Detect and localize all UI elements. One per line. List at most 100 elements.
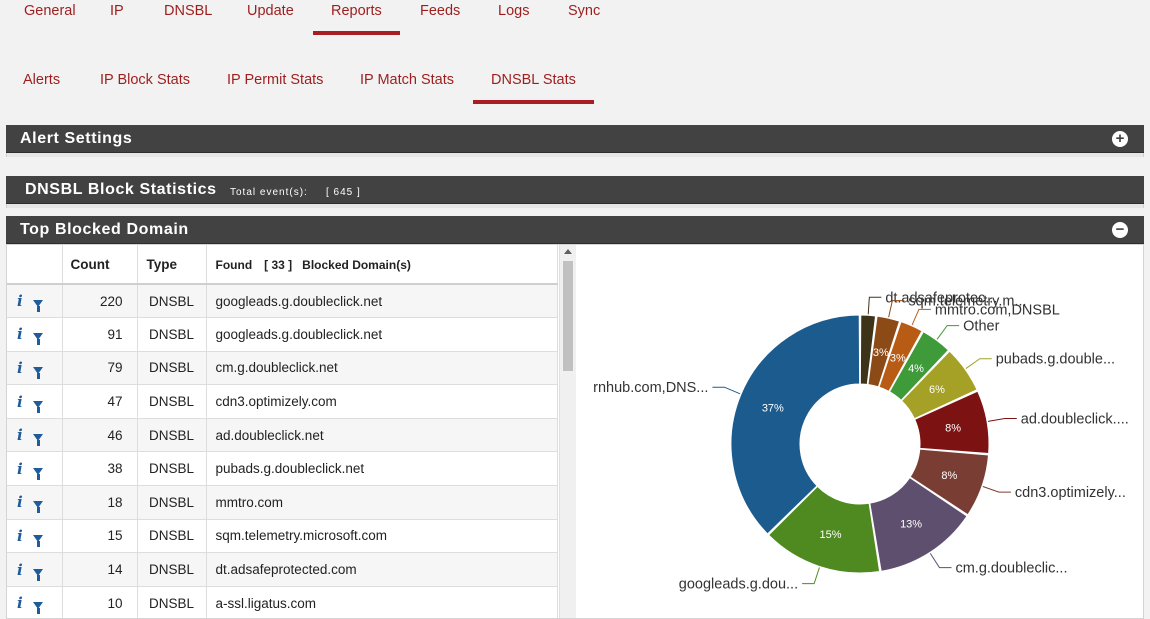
table-row: i 38 DNSBL pubads.g.doubleclick.net	[7, 451, 558, 486]
donut-slice[interactable]	[869, 476, 968, 572]
info-icon[interactable]: i	[17, 426, 23, 445]
slice-label: mmtro.com,DNSBL	[935, 302, 1060, 318]
row-count: 220	[62, 283, 138, 318]
header-type[interactable]: Type	[137, 245, 207, 285]
row-actions: i	[7, 417, 63, 452]
expand-icon[interactable]: +	[1112, 131, 1128, 147]
tab-sync[interactable]: Sync	[568, 3, 601, 19]
subtab-ip-block-stats[interactable]: IP Block Stats	[100, 72, 190, 88]
header-count[interactable]: Count	[62, 245, 138, 285]
subtab-alerts[interactable]: Alerts	[23, 72, 61, 88]
info-icon[interactable]: i	[17, 358, 23, 377]
info-icon[interactable]: i	[17, 560, 23, 579]
info-icon[interactable]: i	[17, 493, 23, 512]
row-count: 15	[62, 518, 138, 553]
row-actions: i	[7, 552, 63, 587]
slice-label: sqm.telemetry.m...	[908, 294, 1026, 310]
filter-icon[interactable]	[33, 400, 43, 413]
tab-reports[interactable]: Reports	[313, 3, 400, 35]
filter-icon[interactable]	[33, 300, 43, 313]
subtab-dnsbl-stats[interactable]: DNSBL Stats	[473, 72, 594, 104]
subtab-ip-permit-stats[interactable]: IP Permit Stats	[227, 72, 324, 88]
row-actions: i	[7, 283, 63, 318]
tab-feeds[interactable]: Feeds	[420, 3, 461, 19]
donut-slice[interactable]	[909, 448, 990, 516]
table-scrollbar[interactable]	[559, 245, 576, 618]
filter-icon[interactable]	[33, 333, 43, 346]
donut-slice[interactable]	[878, 321, 923, 393]
filter-icon[interactable]	[33, 434, 43, 447]
row-type: DNSBL	[137, 518, 207, 553]
donut-slice[interactable]	[914, 390, 990, 454]
info-icon[interactable]: i	[17, 594, 23, 613]
slice-label: dt.adsafeprotec...	[885, 290, 997, 306]
info-icon[interactable]: i	[17, 292, 23, 311]
donut-slice[interactable]	[867, 315, 901, 388]
row-count: 14	[62, 552, 138, 587]
slice-label: googleads.g.dou...	[679, 577, 798, 593]
subtab-ip-match-stats[interactable]: IP Match Stats	[360, 72, 455, 88]
top-blocked-content: Count Type Found[ 33 ] Blocked Domain(s) …	[6, 244, 1144, 619]
tab-update[interactable]: Update	[247, 3, 294, 19]
filter-icon[interactable]	[33, 501, 43, 514]
info-icon[interactable]: i	[17, 459, 23, 478]
tab-logs[interactable]: Logs	[498, 3, 530, 19]
donut-slice[interactable]	[888, 330, 950, 402]
row-type: DNSBL	[137, 283, 207, 318]
blocked-domains-table: Count Type Found[ 33 ] Blocked Domain(s) …	[7, 245, 558, 618]
slice-leader-line	[712, 386, 741, 395]
filter-icon[interactable]	[33, 568, 43, 581]
collapse-icon[interactable]: −	[1112, 222, 1128, 238]
tab-general[interactable]: General	[24, 3, 76, 19]
slice-label: pubads.g.double...	[996, 352, 1115, 368]
blocked-domains-label: Blocked Domain(s)	[302, 257, 411, 272]
row-count: 10	[62, 585, 138, 618]
total-events-label: Total event(s):	[230, 187, 308, 198]
dnsbl-stats-body	[6, 204, 1144, 208]
slice-label: cm.g.doubleclic...	[955, 561, 1067, 577]
slice-leader-line	[802, 567, 820, 585]
slice-percent-label: 8%	[945, 423, 961, 435]
row-count: 38	[62, 451, 138, 486]
table-row: i 15 DNSBL sqm.telemetry.microsoft.com	[7, 518, 558, 553]
info-icon[interactable]: i	[17, 392, 23, 411]
row-domain: mmtro.com	[206, 485, 558, 520]
dnsbl-stats-header: DNSBL Block Statistics Total event(s): […	[6, 176, 1144, 204]
filter-icon[interactable]	[33, 534, 43, 547]
donut-slice[interactable]	[859, 314, 877, 385]
info-icon[interactable]: i	[17, 325, 23, 344]
tab-dnsbl[interactable]: DNSBL	[164, 3, 213, 19]
info-icon[interactable]: i	[17, 526, 23, 545]
row-domain: sqm.telemetry.microsoft.com	[206, 518, 558, 553]
slice-leader-line	[987, 417, 1017, 422]
row-actions: i	[7, 585, 63, 618]
main-tab-bar: General IP DNSBL Update Reports Feeds Lo…	[0, 0, 1150, 40]
filter-icon[interactable]	[33, 467, 43, 480]
row-type: DNSBL	[137, 384, 207, 419]
table-row: i 79 DNSBL cm.g.doubleclick.net	[7, 350, 558, 385]
donut-slice[interactable]	[900, 350, 978, 420]
table-row: i 91 DNSBL googleads.g.doubleclick.net	[7, 317, 558, 352]
row-actions: i	[7, 317, 63, 352]
slice-leader-line	[965, 358, 992, 369]
table-row: i 46 DNSBL ad.doubleclick.net	[7, 417, 558, 452]
tab-ip[interactable]: IP	[110, 3, 124, 19]
row-actions: i	[7, 451, 63, 486]
header-domain[interactable]: Found [ 33 ] Blocked Domain(s)	[206, 245, 558, 285]
table-row: i 18 DNSBL mmtro.com	[7, 485, 558, 520]
top-blocked-title: Top Blocked Domain	[20, 221, 189, 238]
scroll-thumb[interactable]	[563, 261, 573, 371]
slice-percent-label: 13%	[900, 518, 922, 530]
slice-label: ad.doubleclick....	[1021, 411, 1129, 427]
row-domain: dt.adsafeprotected.com	[206, 552, 558, 587]
row-domain: cm.g.doubleclick.net	[206, 350, 558, 385]
slice-percent-label: 37%	[762, 402, 784, 414]
filter-icon[interactable]	[33, 366, 43, 379]
row-domain: googleads.g.doubleclick.net	[206, 283, 558, 318]
scroll-up-arrow-icon[interactable]	[564, 249, 572, 254]
slice-percent-label: 8%	[941, 470, 957, 482]
donut-slice[interactable]	[730, 314, 861, 535]
donut-slice[interactable]	[767, 485, 881, 574]
row-actions: i	[7, 350, 63, 385]
filter-icon[interactable]	[33, 602, 43, 615]
